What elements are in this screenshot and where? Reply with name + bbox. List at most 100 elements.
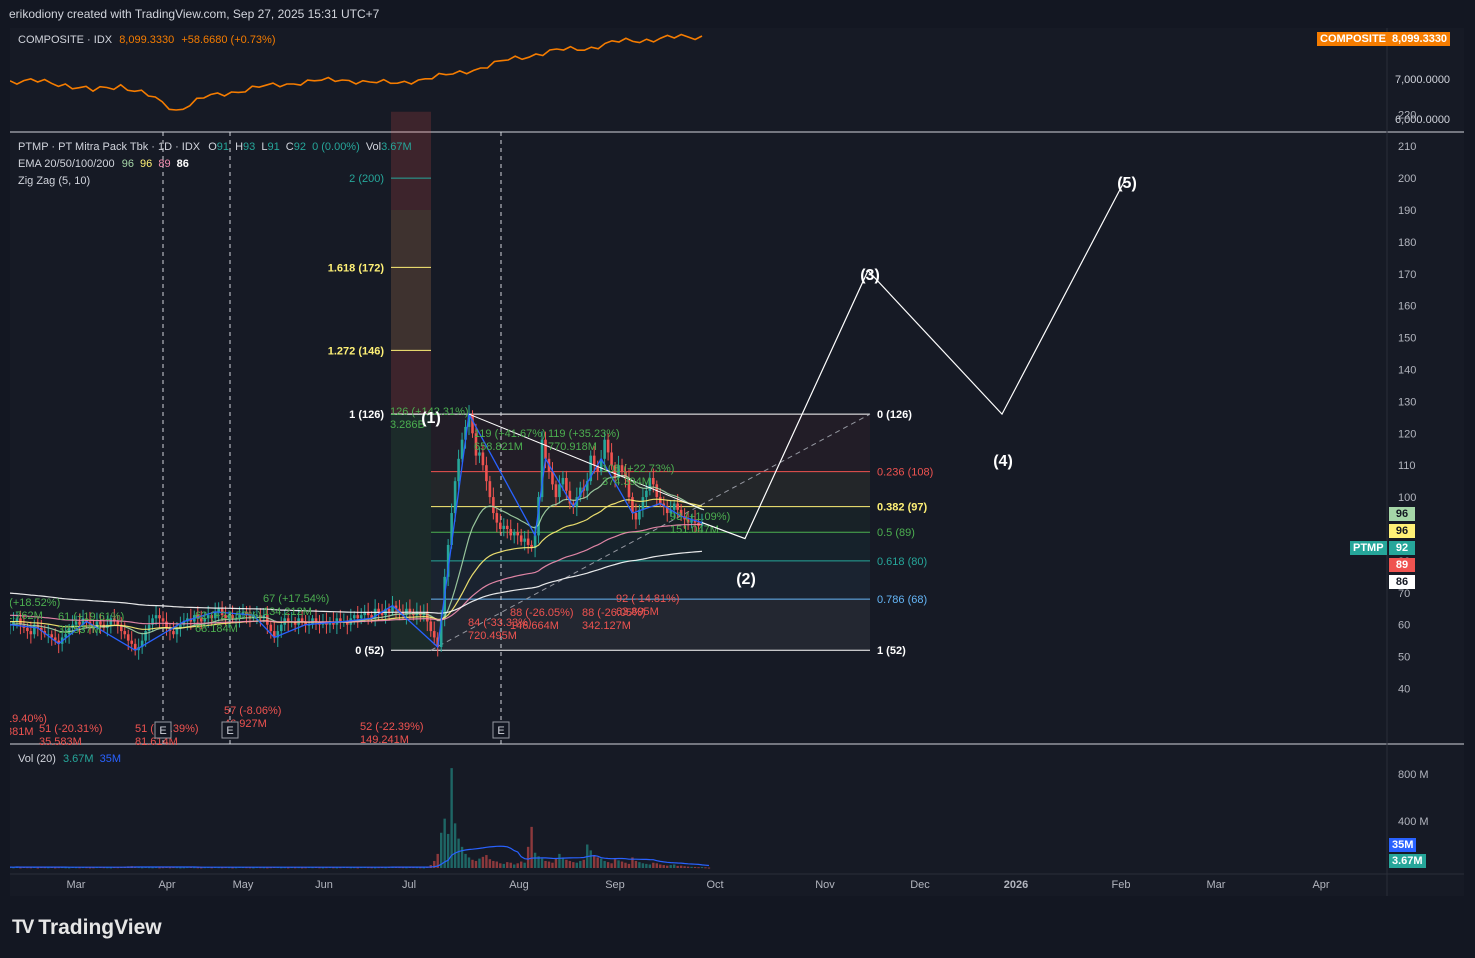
candle-body [658,497,662,504]
volume-bar [655,863,658,868]
volume-bar [196,867,199,869]
volume-bar [436,853,439,868]
zigzag-label: 32.537M [58,624,101,636]
candle-body [499,522,502,529]
volume-bar [558,853,561,868]
ema20-value: 96 [121,158,134,170]
volume-bar [683,866,686,868]
volume-bar [335,867,339,869]
time-axis-label: Jun [315,879,333,891]
zigzag-label: 52 (-22.39%) [360,721,424,733]
candle-body [478,452,481,456]
candle-body [248,615,252,619]
candle-body [370,615,373,619]
volume-bar [679,865,683,868]
zigzag-label: 770.918M [548,441,597,453]
price-axis-label: 220 [1398,109,1416,121]
volume-bar [676,865,679,868]
zigzag-label: 374.394M [602,476,651,488]
volume-bar [634,860,638,868]
volume-bar [631,857,634,868]
price-axis-label: 190 [1398,205,1416,217]
price-axis-label: 200 [1398,173,1416,185]
candle-body [495,513,499,523]
candle-body [307,624,311,626]
zigzag-label: 93 (+1.09%) [670,511,730,523]
time-axis-label: Sep [605,879,625,891]
zigzag-label: 92 (-14.81%) [616,593,680,605]
composite-symbol: COMPOSITE · IDX [18,34,113,46]
candle-body [474,433,478,456]
zigzag-label: 119 (+35.23%) [548,428,620,440]
volume-bar [54,867,57,869]
candle-body [512,532,516,536]
candle-body [450,513,453,545]
candle-body [665,506,669,514]
candle-body [172,631,175,635]
price-axis-label: 140 [1398,365,1416,377]
time-axis-label: May [233,879,254,891]
volume-bar [453,823,457,868]
volume-bar [547,861,551,868]
zigzag-label: 41.762M [10,610,43,622]
zigzag-label: 146.664M [510,620,559,632]
candle-body [259,615,262,619]
candle-body [554,484,558,498]
candle-body [558,484,561,498]
volume-bar [481,856,485,868]
fib-retracement-label: 0.618 (80) [877,556,927,568]
fib-retracement-label: 0.236 (108) [877,467,933,479]
zigzag-label: 67 (+17.54%) [263,593,329,605]
tradingview-brand[interactable]: TV TradingView [12,916,162,940]
main-symbol: PTMP · PT Mitra Pack Tbk · 1D · IDX [18,141,201,153]
candle-body [394,605,398,609]
zigzag-label: 4 (+18.52%) [10,597,60,609]
candle-body [505,525,509,529]
time-axis-label: Mar [67,879,86,891]
candle-body [147,624,151,632]
volume-badge: 3.67M [1389,854,1426,868]
fib-extension-zone [391,111,431,415]
volume-bar [561,857,565,868]
volume-bar [443,818,446,868]
candle-body [227,615,231,619]
volume-bar [551,862,554,868]
chart-panel[interactable]: 7,000.0000 6,000.0000 220 210 200 190 180 170 16… [10,28,1464,896]
volume-bar [356,867,359,869]
candle-body [151,618,154,625]
ema20-badge: 96 [1389,507,1415,521]
volume-bar [19,867,22,869]
time-axis-label: Nov [815,879,835,891]
candle-body [255,615,259,617]
candle-body [241,611,245,616]
candle-body [276,631,280,638]
candle-body [245,611,248,616]
fib-extension-label: 1.272 (146) [328,345,385,357]
candle-body [672,503,676,510]
candle-body [572,503,575,507]
volume-bar [29,867,33,869]
candle-body [561,477,565,485]
volume-bar [519,861,523,868]
volume-bar [513,864,516,868]
ema200-line [10,550,703,614]
zigzag-label: 881M [10,726,34,738]
zigzag-label: 342.127M [582,620,631,632]
candle-body [252,615,255,619]
candle-body [641,497,645,510]
time-axis-label: Jul [402,879,416,891]
volume-bar [704,867,707,869]
price-axis-label: 50 [1398,652,1410,664]
candle-body [182,621,186,625]
candle-body [620,465,624,472]
elliott-wave-label: (2) [736,571,756,588]
fib-extension-label: 1.618 (172) [328,262,385,274]
volume-bar [485,855,488,868]
fib-trend-line [430,413,871,651]
candle-body [429,621,433,632]
candle-body [679,509,683,517]
candle-body [380,611,384,616]
event-marker-label: E [159,725,166,737]
volume-bar [88,867,92,869]
